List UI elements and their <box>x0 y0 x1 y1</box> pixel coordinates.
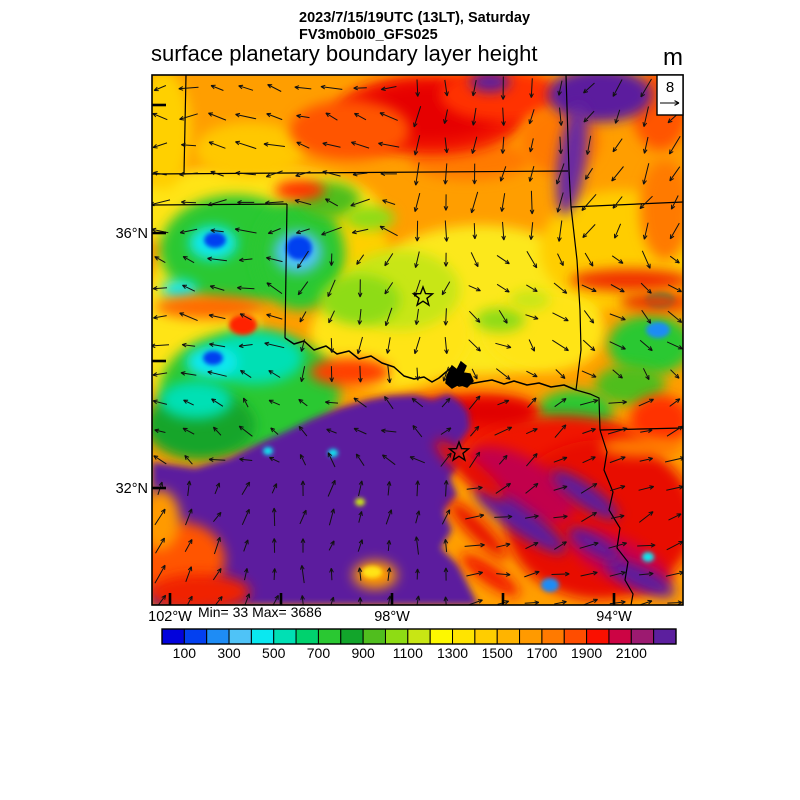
colorbar-cell <box>541 628 565 645</box>
red-river-line <box>284 337 577 391</box>
colorbar-cell <box>630 628 655 645</box>
wind-ref-arrow <box>660 100 680 106</box>
colorbar-label: 1900 <box>571 645 602 661</box>
page-title: surface planetary boundary layer height <box>151 41 538 66</box>
colorbar-cell <box>407 628 431 645</box>
wind-reference-box: 8 <box>656 74 684 116</box>
lon-label: 94°W <box>596 609 632 625</box>
colorbar-label: 1700 <box>526 645 557 661</box>
colorbar-cell <box>519 628 543 645</box>
colorbar-cell <box>362 628 386 645</box>
colorbar-cell <box>586 628 610 645</box>
colorbar-cell <box>429 628 454 645</box>
colorbar-label: 700 <box>307 645 331 661</box>
colorbar-cell <box>206 628 230 645</box>
colorbar-label: 1100 <box>393 645 423 661</box>
colorbar-cell <box>384 628 409 645</box>
location-star-markers <box>411 285 471 462</box>
pbl-field-overlay-blobs <box>152 75 683 605</box>
colorbar-cell <box>474 628 498 645</box>
star-marker <box>411 285 435 307</box>
lat-label: 32°N <box>116 481 148 497</box>
colorbar-cell <box>161 628 185 645</box>
colorbar: 100 300 500 700 900 1100 1300 1500 1700 1900 2100 <box>161 628 677 661</box>
colorbar-cell <box>563 628 588 645</box>
colorbar-label: 2100 <box>616 645 647 661</box>
minmax-label: Min= 33 Max= 3686 <box>198 604 322 620</box>
colorbar-cell <box>340 628 364 645</box>
colorbar-label: 1300 <box>437 645 468 661</box>
wind-arrows <box>152 76 683 605</box>
colorbar-cell <box>228 628 252 645</box>
colorbar-label: 100 <box>173 645 197 661</box>
map-frame <box>151 74 684 606</box>
colorbar-label: 300 <box>217 645 241 661</box>
axis-ticks <box>152 103 616 605</box>
lon-label: 98°W <box>374 609 410 625</box>
latitude-labels: 36°N 32°N <box>116 226 148 497</box>
colorbar-cell <box>295 628 319 645</box>
high-pbl-purple-region <box>152 394 478 605</box>
colorbar-label: 1500 <box>482 645 513 661</box>
colorbar-cell <box>496 628 521 645</box>
lon-label: 102°W <box>148 609 192 625</box>
model-title: FV3m0b0I0_GFS025 <box>299 27 438 43</box>
colorbar-cell <box>608 628 632 645</box>
lat-label: 36°N <box>116 226 148 242</box>
longitude-labels: 102°W 98°W 94°W <box>148 609 632 625</box>
colorbar-cell <box>653 628 677 645</box>
units-label: m <box>663 44 683 71</box>
star-marker <box>447 440 471 462</box>
state-borders <box>152 75 683 605</box>
colorbar-cell <box>273 628 297 645</box>
colorbar-cell <box>183 628 208 645</box>
datetime-title: 2023/7/15/19UTC (13LT), Saturday <box>299 10 531 26</box>
colorbar-cell <box>452 628 476 645</box>
colorbar-label: 900 <box>351 645 375 661</box>
colorbar-cell <box>317 628 342 645</box>
wind-ref-value: 8 <box>666 79 674 96</box>
colorbar-cell <box>250 628 275 645</box>
colorbar-label: 500 <box>262 645 286 661</box>
